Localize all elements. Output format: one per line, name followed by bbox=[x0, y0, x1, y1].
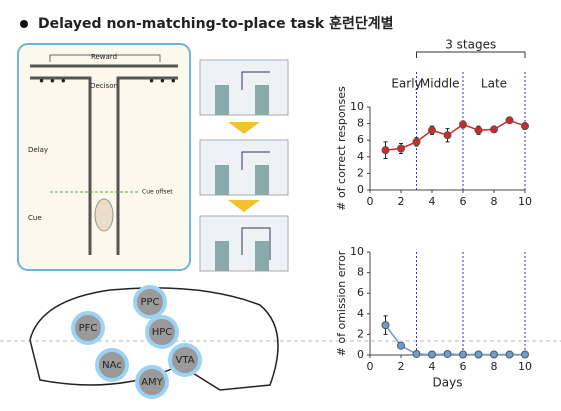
y-tick-label: 6 bbox=[357, 286, 364, 299]
series-line bbox=[385, 119, 526, 151]
data-point bbox=[397, 144, 405, 153]
brain-outline bbox=[29, 287, 279, 391]
y-axis-label: # of correct responses bbox=[335, 86, 348, 211]
brain-region bbox=[95, 348, 129, 382]
y-tick-label: 10 bbox=[350, 245, 364, 258]
stage-label: Middle bbox=[420, 77, 460, 91]
bullet bbox=[20, 20, 28, 28]
x-axis-label: Days bbox=[433, 376, 463, 390]
data-point bbox=[412, 349, 421, 358]
data-point bbox=[459, 120, 467, 129]
data-point bbox=[381, 321, 390, 330]
series-line bbox=[384, 324, 525, 356]
maze-label: Cue bbox=[28, 214, 42, 222]
x-tick-label: 10 bbox=[518, 360, 532, 373]
rat bbox=[94, 198, 114, 232]
x-tick-label: 0 bbox=[367, 195, 374, 208]
reward-bracket bbox=[49, 54, 161, 62]
brain-label: PFC bbox=[79, 323, 98, 334]
maze-label: Reward bbox=[91, 53, 117, 61]
brain-region bbox=[133, 285, 167, 319]
brain-label: HPC bbox=[152, 327, 173, 338]
data-point bbox=[490, 125, 498, 134]
maze bbox=[30, 64, 178, 255]
annotation: 3 stages bbox=[445, 38, 496, 52]
brain-region bbox=[71, 311, 105, 345]
stage-label: Early bbox=[391, 77, 421, 91]
stage-label: Late bbox=[481, 77, 507, 91]
y-tick-label: 8 bbox=[357, 266, 364, 279]
y-tick-label: 2 bbox=[357, 166, 364, 179]
y-tick-label: 0 bbox=[357, 183, 364, 196]
data-point bbox=[474, 126, 483, 135]
brain-region bbox=[135, 365, 169, 399]
x-tick-label: 6 bbox=[460, 195, 467, 208]
x-tick-label: 8 bbox=[491, 360, 498, 373]
stage-bracket bbox=[416, 51, 526, 58]
maze-panel bbox=[17, 43, 191, 271]
data-point bbox=[490, 350, 498, 359]
data-point bbox=[505, 116, 514, 125]
data-point bbox=[428, 350, 436, 359]
y-tick-label: 4 bbox=[357, 307, 364, 320]
maze-label: Cue offset bbox=[142, 189, 173, 196]
data-point bbox=[397, 341, 405, 350]
brain-label: NAc bbox=[102, 360, 122, 371]
data-point bbox=[412, 137, 421, 146]
x-tick-label: 0 bbox=[367, 360, 374, 373]
data-point bbox=[459, 350, 467, 359]
maze-label: Delay bbox=[28, 146, 48, 154]
y-axis-label: # of omission error bbox=[335, 250, 348, 356]
x-tick-label: 8 bbox=[491, 195, 498, 208]
x-tick-label: 4 bbox=[429, 360, 436, 373]
data-point bbox=[521, 350, 529, 359]
brain-region bbox=[145, 315, 179, 349]
data-point bbox=[428, 126, 436, 135]
slide-title: Delayed non-matching-to-place task 훈련단계별 bbox=[38, 15, 394, 32]
brain-label: VTA bbox=[175, 355, 194, 366]
x-tick-label: 4 bbox=[429, 195, 436, 208]
data-point bbox=[521, 122, 529, 131]
y-tick-label: 10 bbox=[350, 100, 364, 113]
brain-label: AMY bbox=[141, 377, 163, 388]
data-point bbox=[474, 350, 483, 359]
y-tick-label: 4 bbox=[357, 150, 364, 163]
data-point bbox=[381, 146, 390, 155]
x-tick-label: 2 bbox=[398, 195, 405, 208]
x-tick-label: 10 bbox=[518, 195, 532, 208]
sequence bbox=[199, 59, 289, 272]
dots: • • • bbox=[38, 75, 67, 89]
data-point bbox=[443, 349, 452, 358]
x-tick-label: 2 bbox=[398, 360, 405, 373]
data-point bbox=[505, 350, 514, 359]
dots: • • • bbox=[148, 75, 177, 89]
brain-label: PPC bbox=[140, 297, 159, 308]
maze-label: Decison bbox=[90, 82, 118, 90]
brain-region bbox=[168, 343, 202, 377]
y-tick-label: 2 bbox=[357, 327, 364, 340]
y-tick-label: 6 bbox=[357, 133, 364, 146]
y-tick-label: 8 bbox=[357, 117, 364, 130]
x-tick-label: 6 bbox=[460, 360, 467, 373]
y-tick-label: 0 bbox=[357, 348, 364, 361]
data-point bbox=[443, 131, 452, 140]
